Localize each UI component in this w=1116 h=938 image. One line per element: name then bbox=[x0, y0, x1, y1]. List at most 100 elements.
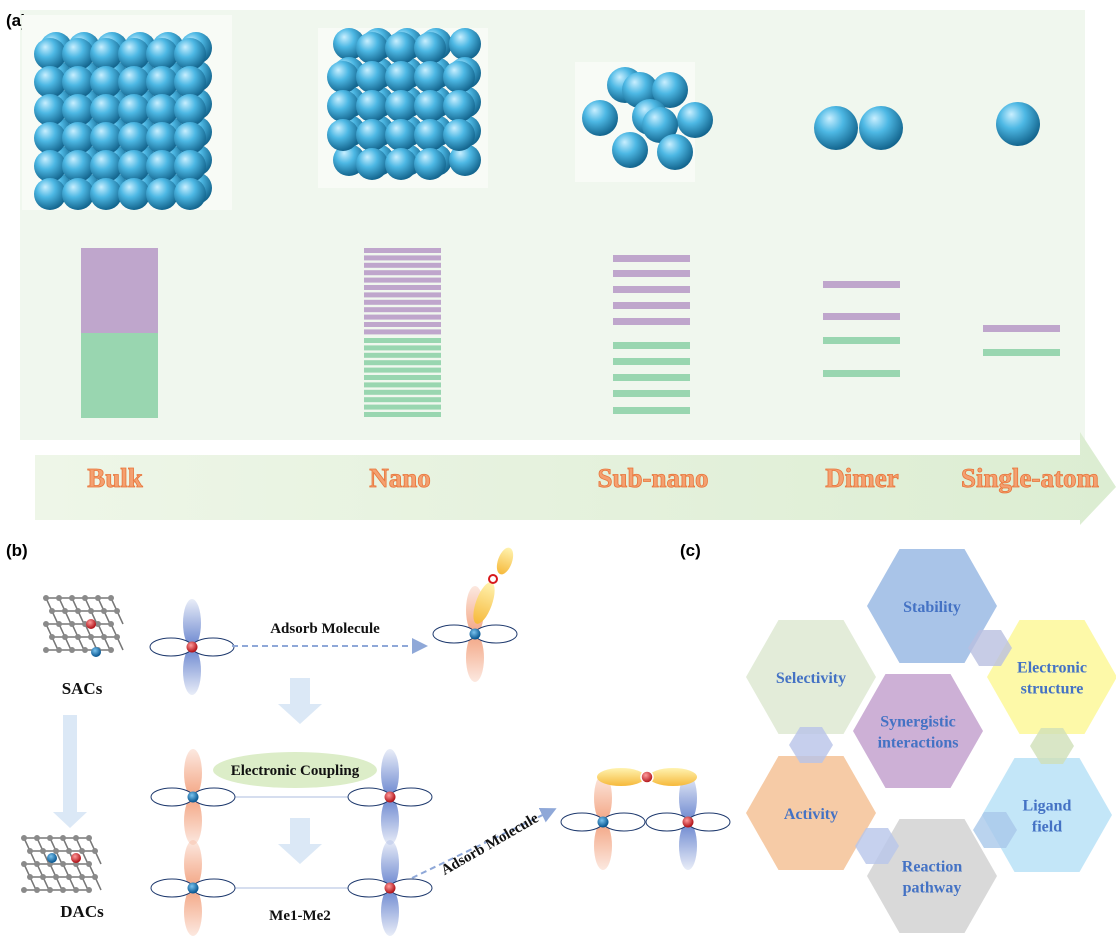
level bbox=[364, 277, 441, 283]
carbon bbox=[53, 874, 59, 880]
hexagon bbox=[867, 549, 997, 663]
orbital-lobe bbox=[150, 787, 194, 807]
level bbox=[613, 318, 690, 325]
atom bbox=[327, 61, 359, 93]
carbon bbox=[108, 595, 114, 601]
coupling-label: Electronic Coupling bbox=[231, 763, 360, 779]
atom bbox=[582, 100, 618, 136]
hexagon-joint bbox=[1030, 728, 1074, 764]
orbital-lobe bbox=[381, 840, 399, 888]
atom bbox=[118, 38, 150, 70]
atom bbox=[118, 150, 150, 182]
atom bbox=[90, 178, 122, 210]
orbital-lobe bbox=[389, 878, 433, 898]
atom bbox=[174, 150, 206, 182]
adsorb-arrow bbox=[411, 808, 557, 879]
carbon bbox=[56, 647, 62, 653]
atom bbox=[449, 28, 481, 60]
level bbox=[364, 382, 441, 388]
carbon bbox=[34, 861, 40, 867]
orbital-lobe bbox=[184, 888, 202, 936]
carbon bbox=[56, 621, 62, 627]
carbon bbox=[73, 835, 79, 841]
orbital-lobe bbox=[594, 774, 612, 822]
level bbox=[983, 349, 1060, 356]
level bbox=[364, 285, 441, 290]
hexagon-label: Ligand bbox=[1023, 798, 1072, 815]
stage-label: Sub-nano bbox=[597, 463, 708, 493]
atom bbox=[622, 72, 658, 108]
orbital-lobe bbox=[381, 749, 399, 797]
hexagon-label: structure bbox=[1021, 681, 1084, 698]
hexagon-joint bbox=[855, 828, 899, 864]
atom bbox=[356, 119, 388, 151]
atom bbox=[90, 66, 122, 98]
level bbox=[364, 367, 441, 373]
carbon bbox=[86, 835, 92, 841]
level bbox=[613, 342, 690, 349]
level bbox=[613, 407, 690, 414]
orbital-lobe bbox=[679, 774, 697, 822]
orbital-lobe bbox=[474, 624, 518, 644]
atom bbox=[174, 94, 206, 126]
atom bbox=[90, 150, 122, 182]
atom bbox=[642, 107, 678, 143]
metal-site bbox=[91, 647, 101, 657]
carbon bbox=[49, 608, 55, 614]
carbon bbox=[108, 621, 114, 627]
atom bbox=[385, 119, 417, 151]
hexagon-label: field bbox=[1032, 819, 1062, 836]
orbital-lobe bbox=[381, 797, 399, 845]
hexagon-label: Electronic bbox=[1017, 660, 1087, 677]
stage-labels: Bulk Nano Sub-nano Dimer Single-atom bbox=[87, 463, 1100, 494]
carbon bbox=[92, 848, 98, 854]
level bbox=[613, 374, 690, 381]
sacs-label: SACs bbox=[62, 679, 103, 698]
carbon bbox=[114, 634, 120, 640]
atom bbox=[90, 38, 122, 70]
atom bbox=[385, 90, 417, 122]
atom bbox=[814, 106, 858, 150]
atom bbox=[677, 102, 713, 138]
carbon bbox=[62, 634, 68, 640]
atom bbox=[443, 61, 475, 93]
molecule-lobe bbox=[473, 582, 495, 624]
molecule-lobe bbox=[597, 768, 645, 786]
atom bbox=[443, 119, 475, 151]
carbon bbox=[108, 647, 114, 653]
orbital-lobe bbox=[183, 599, 201, 647]
atom bbox=[859, 106, 903, 150]
carbon bbox=[56, 595, 62, 601]
hexagon bbox=[987, 620, 1116, 734]
metal-atom bbox=[682, 816, 694, 828]
atom bbox=[62, 94, 94, 126]
level bbox=[364, 338, 441, 343]
orbital-lobe bbox=[149, 637, 193, 657]
bond-label: Me1-Me2 bbox=[269, 908, 331, 924]
orbital-lobe bbox=[347, 878, 391, 898]
panel-label: (b) bbox=[6, 541, 28, 560]
metal-atom bbox=[187, 882, 199, 894]
level bbox=[364, 412, 441, 417]
carbon bbox=[62, 608, 68, 614]
atom bbox=[90, 94, 122, 126]
hexagon-joint bbox=[789, 727, 833, 763]
carbon bbox=[34, 835, 40, 841]
orbital-lobe bbox=[191, 637, 235, 657]
level bbox=[364, 404, 441, 410]
atom bbox=[62, 150, 94, 182]
carbon bbox=[53, 848, 59, 854]
orbital-lobe bbox=[192, 878, 236, 898]
metal-atom bbox=[469, 628, 481, 640]
atom bbox=[146, 122, 178, 154]
level bbox=[364, 329, 441, 335]
atom bbox=[356, 148, 388, 180]
level bbox=[364, 270, 441, 276]
hexagon bbox=[867, 819, 997, 933]
atom bbox=[414, 119, 446, 151]
level bbox=[613, 390, 690, 397]
atom bbox=[146, 150, 178, 182]
orbital-lobe bbox=[184, 749, 202, 797]
atom bbox=[118, 178, 150, 210]
level bbox=[823, 370, 900, 377]
